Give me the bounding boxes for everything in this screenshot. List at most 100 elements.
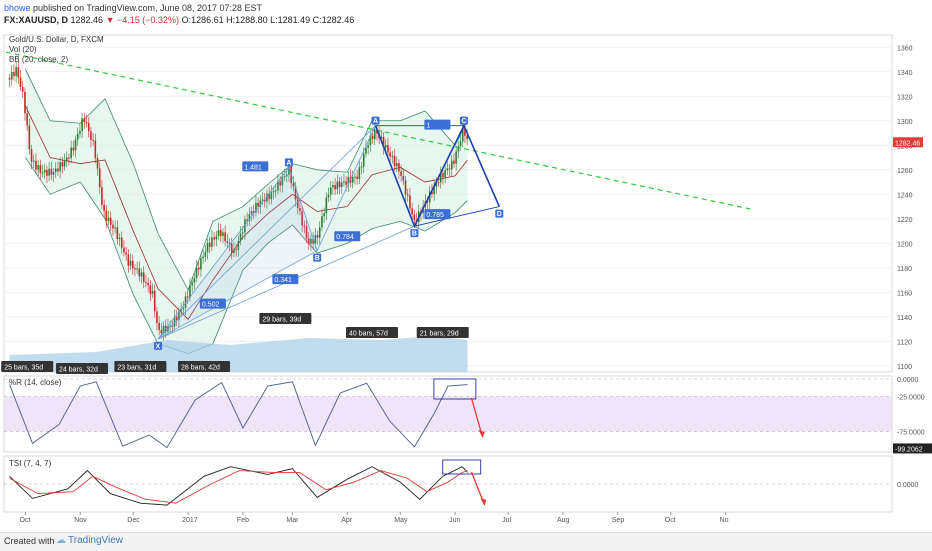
x-tick-label: Nov [74, 517, 87, 524]
x-tick-label: Apr [341, 517, 353, 524]
candle-body [74, 139, 77, 151]
candle-body [354, 176, 356, 178]
candle-body [230, 243, 233, 253]
pattern-point-label: X [156, 343, 161, 350]
candle-body [50, 168, 53, 175]
candle-body [413, 214, 416, 220]
tradingview-logo[interactable]: ☁ TradingView [56, 535, 123, 546]
bollinger-lower [25, 157, 468, 355]
ratio-badge [199, 298, 226, 309]
ratio-label: 1 [426, 123, 430, 130]
williams-highlight-box [433, 378, 477, 400]
candle-body [343, 181, 345, 183]
williams-line [9, 381, 468, 449]
candle-body [46, 170, 48, 176]
tsi-highlight-box [442, 459, 482, 475]
candle-body [437, 182, 440, 184]
bar-count-label: 40 bars, 57d [349, 331, 388, 338]
candle-body [235, 249, 237, 251]
candle-body [450, 160, 453, 170]
candle-body [116, 227, 119, 239]
candle-body [358, 167, 361, 179]
pattern-point-marker [371, 116, 380, 125]
x-tick-label: Feb [237, 517, 249, 524]
price-tick-label: 1240 [897, 192, 913, 199]
candle-body [288, 166, 290, 175]
candle-body [35, 160, 37, 170]
candle-body [10, 71, 13, 80]
candle-body [248, 214, 251, 221]
ratio-badge [424, 119, 451, 130]
pattern-point-label: A [286, 160, 291, 167]
candle-body [94, 140, 97, 159]
candle-body [83, 118, 86, 123]
candle-body [314, 235, 317, 244]
candle-body [457, 146, 460, 152]
candle-body [464, 128, 466, 136]
candle-body [270, 192, 273, 200]
candle-body [114, 227, 116, 229]
candle-body [411, 208, 413, 215]
candle-body [274, 190, 277, 192]
candle-body [28, 125, 31, 150]
abcd-bd-line [414, 206, 500, 227]
harmonic-ba [316, 125, 376, 251]
candle-body [153, 290, 156, 312]
chart-svg[interactable]: 1100112011401160118012001220124012601280… [0, 30, 932, 532]
cloud-icon: ☁ [56, 535, 66, 546]
candle-body [173, 316, 176, 327]
tsi-arrowhead [480, 498, 487, 506]
candle-body [307, 238, 310, 244]
candle-body [191, 282, 193, 286]
candle-body [246, 219, 248, 221]
williams-last-badge [893, 443, 932, 454]
candle-body [211, 237, 213, 247]
candle-body [189, 285, 191, 298]
candle-body [305, 226, 308, 239]
candle-body [373, 129, 376, 140]
candle-body [87, 123, 90, 132]
candle-body [426, 201, 429, 203]
symbol-name[interactable]: FX:XAUUSD, D [4, 15, 69, 25]
x-tick-label: Oct [19, 517, 30, 524]
candle-body [158, 322, 160, 330]
candle-body [263, 199, 266, 202]
price-tick-label: 1200 [897, 241, 913, 248]
x-tick-label: Mar [286, 517, 299, 524]
candle-body [52, 171, 55, 175]
bb-label: BB (20, close, 2) [9, 55, 68, 64]
candle-body [103, 204, 105, 211]
bar-count-badge [346, 327, 398, 338]
candle-body [459, 141, 462, 147]
candle-body [32, 160, 35, 162]
bar-count-badge [259, 313, 312, 324]
candle-body [142, 272, 145, 282]
candle-body [259, 200, 262, 207]
candle-body [404, 180, 407, 195]
candle-body [145, 281, 147, 283]
candle-body [250, 211, 253, 215]
bar-count-label: 28 bars, 42d [181, 365, 220, 372]
candle-body [107, 217, 110, 221]
candle-body [369, 135, 372, 146]
candle-body [134, 268, 136, 270]
candle-body [433, 186, 435, 195]
candle-body [323, 213, 325, 217]
candle-body [98, 168, 101, 188]
candle-body [204, 252, 207, 257]
author-link[interactable]: bhowe [4, 3, 31, 13]
tsi-arrow [470, 471, 484, 503]
chart-area[interactable]: 1100112011401160118012001220124012601280… [0, 30, 932, 532]
pattern-point-label: A [373, 118, 378, 125]
x-tick-label: No [720, 517, 729, 524]
bollinger-fill [25, 69, 468, 354]
candle-body [228, 242, 231, 244]
candle-body [233, 249, 235, 253]
candle-body [112, 224, 114, 229]
candle-body [79, 130, 81, 134]
candle-body [380, 137, 383, 139]
candle-body [54, 168, 57, 172]
x-tick-label: Dec [127, 517, 140, 524]
candle-body [48, 168, 50, 176]
last-price: 1282.46 [70, 15, 104, 25]
